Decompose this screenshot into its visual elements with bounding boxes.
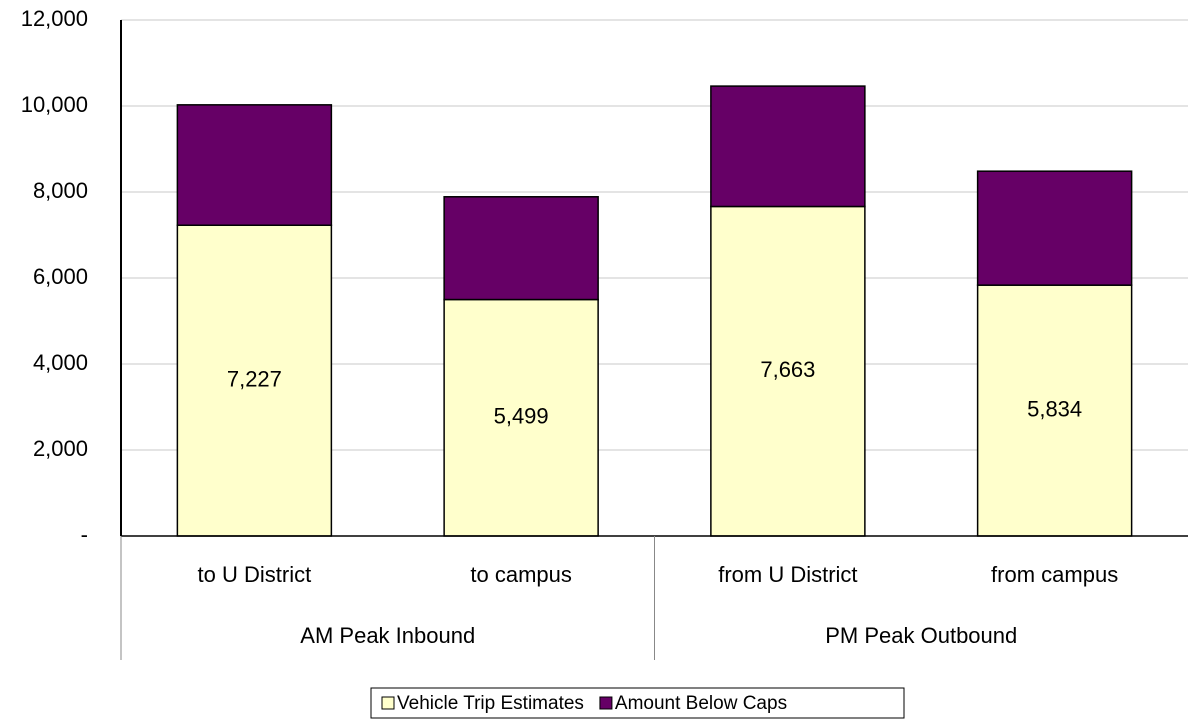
legend-box xyxy=(370,687,905,719)
legend-label: Amount Below Caps xyxy=(615,693,787,714)
value-label: 7,227 xyxy=(227,366,282,391)
group-label: PM Peak Outbound xyxy=(825,623,1017,648)
legend-swatch xyxy=(599,696,613,710)
bar-segment xyxy=(976,170,1133,286)
y-tick-label: 2,000 xyxy=(33,436,88,461)
y-tick-label: 10,000 xyxy=(21,92,88,117)
value-label: 7,663 xyxy=(760,357,815,382)
bar-segment xyxy=(176,104,333,226)
legend: Vehicle Trip Estimates Amount Below Caps xyxy=(370,687,905,719)
x-tick-label: from U District xyxy=(718,562,857,587)
y-tick-label: 8,000 xyxy=(33,178,88,203)
value-label: 5,834 xyxy=(1027,396,1082,421)
bar-segment xyxy=(443,196,599,301)
y-tick-label: - xyxy=(81,522,88,547)
bar-segment xyxy=(443,298,599,537)
bar-segment xyxy=(710,205,866,537)
y-tick-label: 4,000 xyxy=(33,350,88,375)
bar-segment xyxy=(710,85,866,208)
bar-segment xyxy=(976,284,1133,537)
x-tick-label: from campus xyxy=(991,562,1118,587)
y-tick-label: 12,000 xyxy=(21,6,88,31)
y-tick-label: 6,000 xyxy=(33,264,88,289)
legend-swatch xyxy=(381,696,395,710)
x-tick-label: to U District xyxy=(198,562,312,587)
group-label: AM Peak Inbound xyxy=(300,623,475,648)
x-tick-label: to campus xyxy=(470,562,572,587)
legend-label: Vehicle Trip Estimates xyxy=(397,693,584,714)
value-label: 5,499 xyxy=(494,404,549,429)
